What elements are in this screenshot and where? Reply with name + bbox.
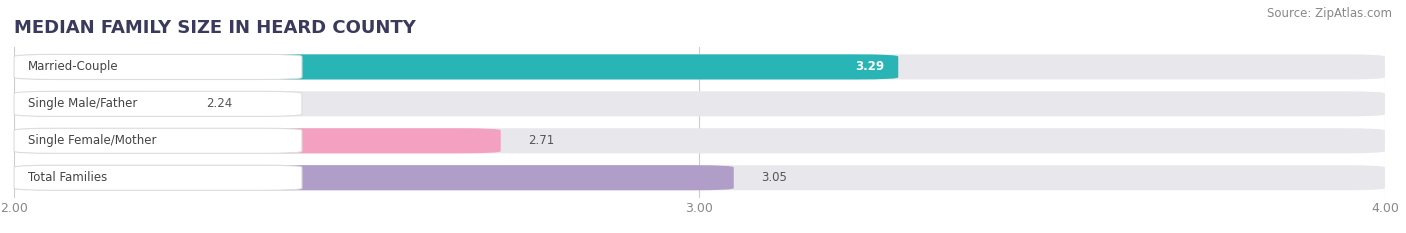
- FancyBboxPatch shape: [14, 54, 1385, 79]
- Text: Married-Couple: Married-Couple: [28, 60, 118, 73]
- Text: Source: ZipAtlas.com: Source: ZipAtlas.com: [1267, 7, 1392, 20]
- FancyBboxPatch shape: [14, 91, 179, 116]
- FancyBboxPatch shape: [14, 165, 1385, 190]
- FancyBboxPatch shape: [14, 54, 302, 79]
- FancyBboxPatch shape: [14, 54, 898, 79]
- FancyBboxPatch shape: [14, 165, 734, 190]
- Text: 2.71: 2.71: [529, 134, 554, 147]
- Text: Total Families: Total Families: [28, 171, 107, 184]
- Text: MEDIAN FAMILY SIZE IN HEARD COUNTY: MEDIAN FAMILY SIZE IN HEARD COUNTY: [14, 19, 416, 37]
- FancyBboxPatch shape: [14, 165, 302, 190]
- FancyBboxPatch shape: [14, 128, 501, 153]
- Text: Single Female/Mother: Single Female/Mother: [28, 134, 156, 147]
- FancyBboxPatch shape: [14, 128, 302, 153]
- FancyBboxPatch shape: [14, 91, 1385, 116]
- Text: 3.05: 3.05: [761, 171, 787, 184]
- Text: 2.24: 2.24: [207, 97, 232, 110]
- Text: 3.29: 3.29: [855, 60, 884, 73]
- Text: Single Male/Father: Single Male/Father: [28, 97, 138, 110]
- FancyBboxPatch shape: [14, 91, 302, 116]
- FancyBboxPatch shape: [14, 128, 1385, 153]
